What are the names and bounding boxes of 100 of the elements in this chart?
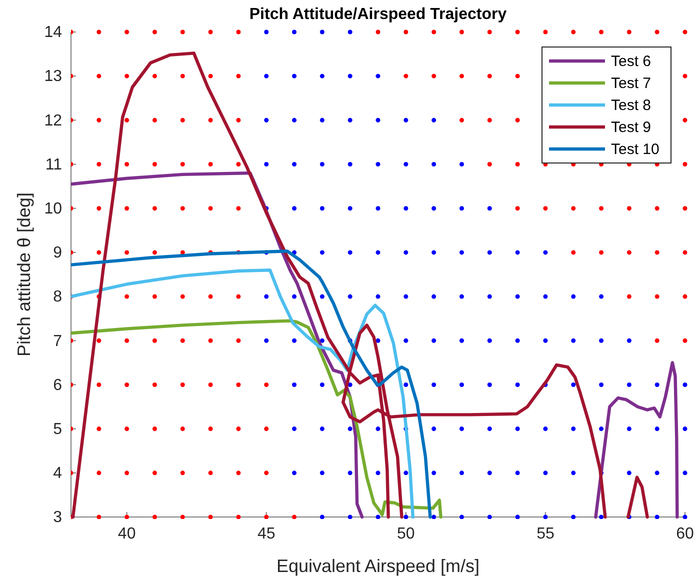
point [376,514,380,519]
point [487,118,492,122]
point [180,470,185,476]
point [571,426,576,432]
point [236,294,241,299]
point [96,514,102,519]
point [543,426,548,432]
y-tick-label: 8 [53,288,62,306]
legend-label: Test 7 [611,75,652,92]
point [682,250,688,255]
point [682,514,688,519]
y-tick-label: 12 [44,112,62,130]
point [152,470,157,476]
point [626,206,632,211]
point [208,294,213,299]
point [682,118,688,122]
point [320,250,324,255]
point [376,162,380,167]
point [264,118,269,122]
point [682,426,688,432]
point [348,162,352,167]
point [236,118,241,122]
point [124,470,130,476]
point [292,514,297,519]
point [543,294,548,299]
point [292,162,297,167]
point [96,382,102,387]
point [432,74,436,78]
point [124,338,130,343]
point [180,294,185,299]
point [487,74,492,78]
y-tick-label: 5 [53,420,62,438]
point [152,514,157,519]
point [682,382,688,387]
point [404,338,408,343]
point [654,514,660,519]
point [487,338,492,343]
point [152,74,157,78]
point [152,338,157,343]
point [124,426,130,432]
point [124,74,130,78]
point [264,338,269,343]
point [404,382,408,387]
point [459,30,464,34]
point [543,206,548,211]
point [320,514,324,519]
point [376,30,380,34]
point [432,162,436,167]
point [459,250,464,255]
point [152,426,157,432]
point [152,294,157,299]
point [682,74,688,78]
point [292,338,297,343]
point [599,514,604,519]
point [236,74,241,78]
point [320,294,324,299]
point [515,470,520,476]
point [348,74,352,78]
point [432,118,436,122]
point [654,206,660,211]
point [654,294,660,299]
point [124,30,130,34]
point [515,74,520,78]
point [376,206,380,211]
point [404,162,408,167]
point [487,426,492,432]
point [459,338,464,343]
point [264,426,269,432]
line-series [71,319,442,519]
point [626,470,632,476]
point [626,30,632,34]
point [180,338,185,343]
point [320,426,324,432]
point [152,162,157,167]
point [459,162,464,167]
point [376,118,380,122]
point [208,338,213,343]
legend-label: Test 10 [611,141,660,158]
y-tick-label: 4 [53,465,62,482]
point [96,74,102,78]
point [682,206,688,211]
y-tick-label: 6 [53,376,62,394]
point [236,338,241,343]
point [654,250,660,255]
point [459,426,464,432]
point [459,294,464,299]
point [515,426,520,432]
point [236,426,241,432]
point [543,250,548,255]
point [264,294,269,299]
point [180,426,185,432]
point [124,206,130,211]
point [292,294,297,299]
point [180,206,185,211]
point [152,30,157,34]
point [236,206,241,211]
point [459,206,464,211]
point [236,30,241,34]
y-tick-label: 11 [45,156,62,174]
point [348,426,352,432]
